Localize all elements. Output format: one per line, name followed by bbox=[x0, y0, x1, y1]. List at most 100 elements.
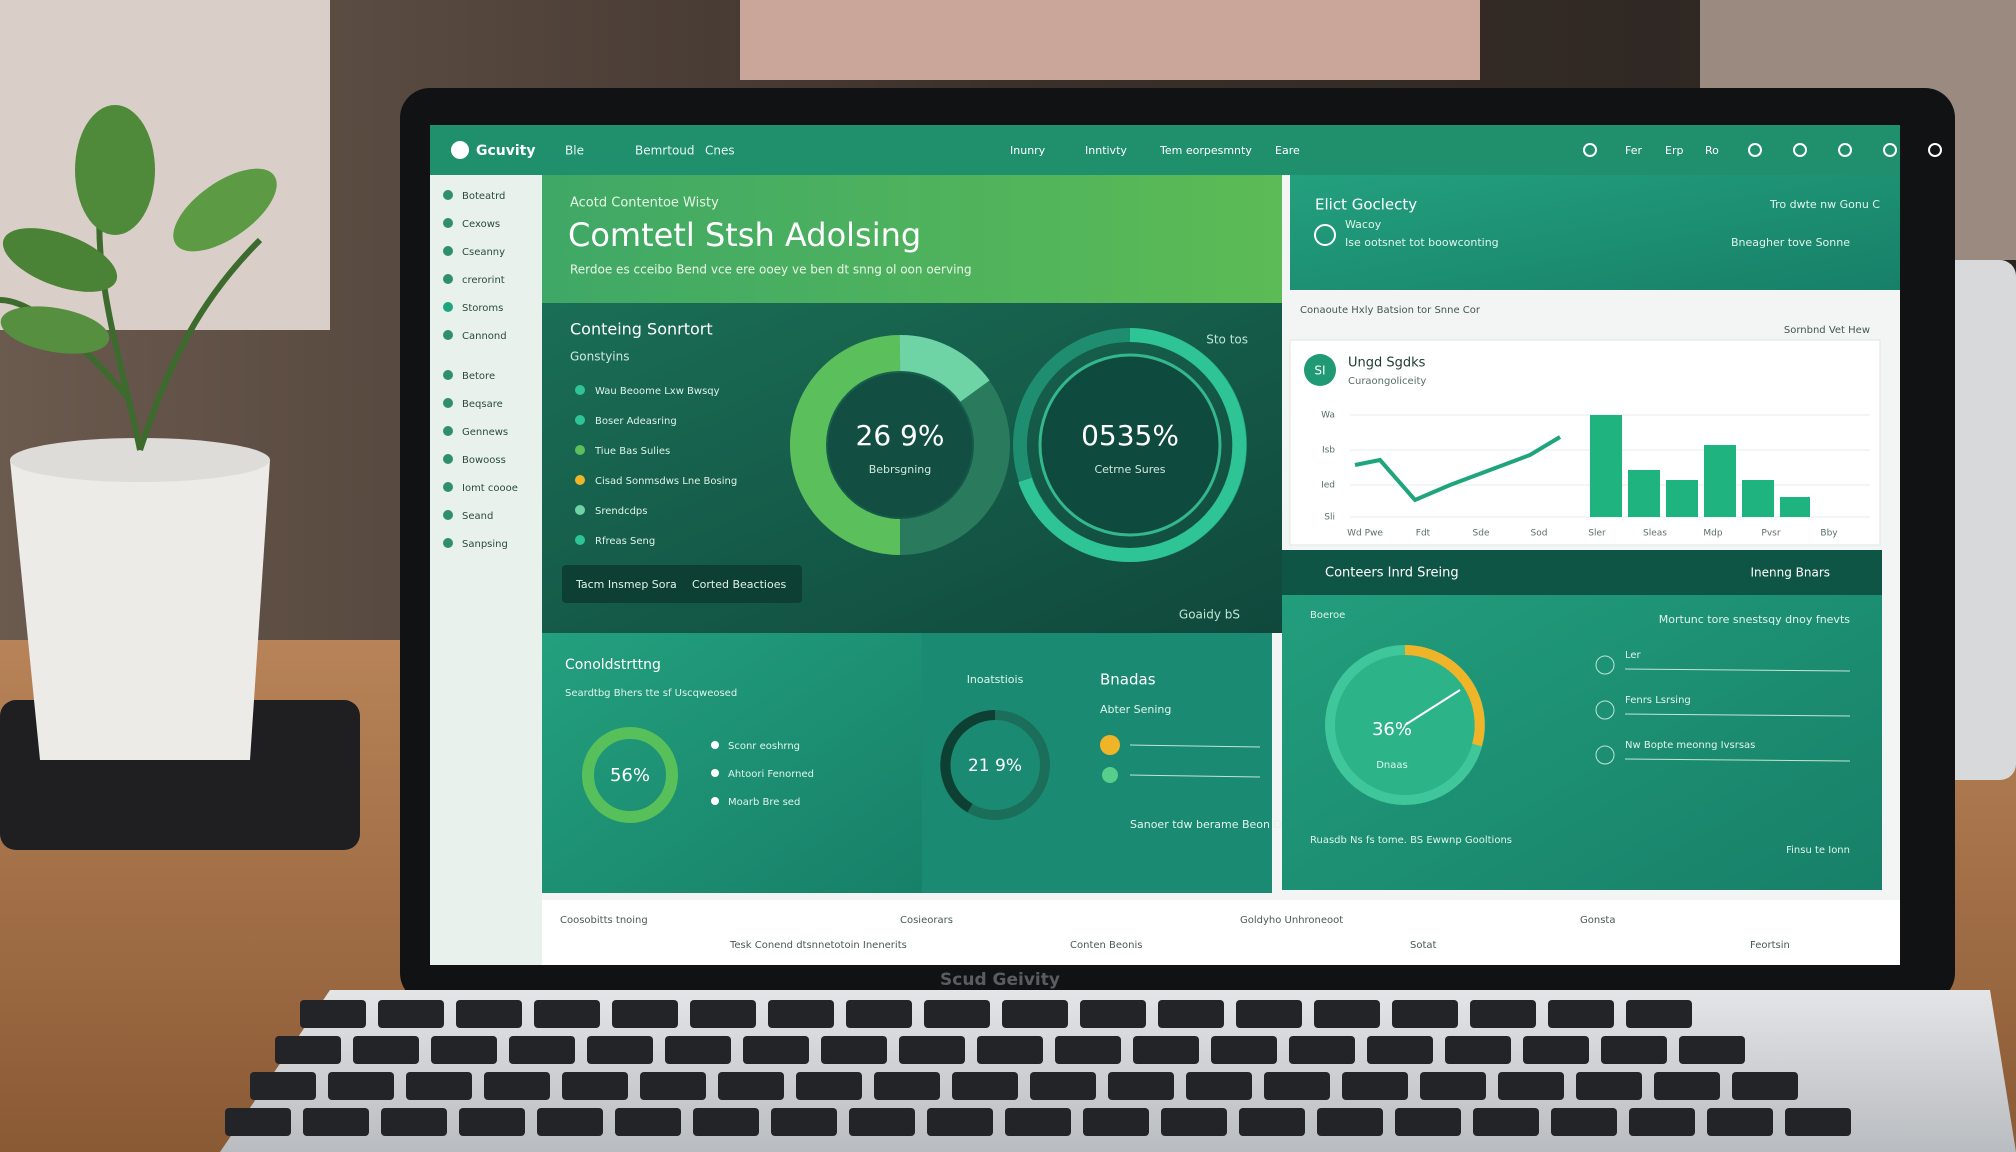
panel-d-action[interactable]: Inenng Bnars bbox=[1750, 566, 1830, 580]
footer-item[interactable]: Goldyho Unhroneoot bbox=[1240, 915, 1343, 926]
key bbox=[562, 1072, 628, 1100]
nav-item[interactable]: Cnes bbox=[705, 144, 735, 158]
sidebar-item[interactable]: Cexows bbox=[462, 219, 500, 230]
row-label: Ler bbox=[1625, 650, 1642, 661]
key bbox=[1005, 1108, 1071, 1136]
panel-a-title: Conoldstrttng bbox=[565, 657, 661, 673]
header-icon-label[interactable]: Erp bbox=[1665, 144, 1683, 157]
panel-c-subtitle: Abter Sening bbox=[1100, 703, 1171, 716]
sidebar-item[interactable]: Betore bbox=[462, 371, 495, 382]
panel-b-label: 21 9% bbox=[968, 756, 1022, 776]
sidebar-item[interactable]: Gennews bbox=[462, 427, 508, 438]
footer-item[interactable]: Gonsta bbox=[1580, 915, 1615, 926]
header-icon-label[interactable]: Fer bbox=[1625, 144, 1642, 157]
panel-d-right-title: Mortunc tore snestsqy dnoy fnevts bbox=[1659, 613, 1850, 626]
filter[interactable]: Tacm Insmep Sora bbox=[575, 578, 677, 591]
sidebar-item[interactable]: Sanpsing bbox=[462, 539, 508, 550]
header-icon[interactable] bbox=[1583, 143, 1597, 157]
header-icon-label[interactable]: Ro bbox=[1705, 144, 1719, 157]
key bbox=[1080, 1000, 1146, 1028]
nav-item[interactable]: Bemrtoud bbox=[635, 144, 695, 158]
panel-b-title: Inoatstiois bbox=[967, 673, 1024, 686]
row-icon bbox=[1595, 700, 1615, 720]
panel-d-footer: Ruasdb Ns fs tome. BS Ewwnp Gooltions bbox=[1310, 835, 1512, 846]
key bbox=[459, 1108, 525, 1136]
x-label: Mdp bbox=[1703, 529, 1722, 539]
key bbox=[1420, 1072, 1486, 1100]
nav-item[interactable]: Ble bbox=[565, 144, 584, 158]
legend-dot bbox=[711, 741, 719, 749]
sidebar-item[interactable]: crerorint bbox=[462, 275, 505, 286]
laptop-brand: Scud Geivity bbox=[940, 970, 1060, 990]
sidebar-item[interactable]: Storoms bbox=[462, 303, 503, 314]
sidebar-item[interactable]: Bowooss bbox=[462, 455, 506, 466]
sidebar-icon bbox=[443, 218, 453, 228]
footer-item[interactable]: Sotat bbox=[1410, 940, 1437, 951]
key bbox=[693, 1108, 759, 1136]
ring-label: 0535% bbox=[1081, 419, 1179, 452]
panel-c-line bbox=[1129, 744, 1261, 748]
key bbox=[1470, 1000, 1536, 1028]
header-icon[interactable] bbox=[1883, 143, 1897, 157]
hero-kicker: Acotd Contentoe Wisty bbox=[570, 196, 719, 211]
sidebar-icon bbox=[443, 274, 453, 284]
sidebar-item[interactable]: Beqsare bbox=[462, 399, 503, 410]
key bbox=[1629, 1108, 1695, 1136]
trend-subtitle: Curaongoliceity bbox=[1348, 376, 1426, 387]
key bbox=[1367, 1036, 1433, 1064]
footer-item[interactable]: Cosieorars bbox=[900, 915, 953, 926]
gauge-label: 36% bbox=[1372, 719, 1412, 740]
footer-item[interactable]: Feortsin bbox=[1750, 940, 1790, 951]
key bbox=[768, 1000, 834, 1028]
key bbox=[1498, 1072, 1564, 1100]
leaf bbox=[0, 306, 110, 354]
nav-item[interactable]: Inunry bbox=[1010, 144, 1046, 157]
header-icon[interactable] bbox=[1748, 143, 1762, 157]
legend-label: Ahtoori Fenorned bbox=[728, 769, 814, 780]
sidebar-icon bbox=[443, 398, 453, 408]
plant-pot bbox=[10, 460, 270, 760]
nav-item[interactable]: Eare bbox=[1275, 144, 1300, 157]
sidebar-item[interactable]: Seand bbox=[462, 511, 493, 522]
key bbox=[1626, 1000, 1692, 1028]
key bbox=[771, 1108, 837, 1136]
legend-dot bbox=[711, 797, 719, 805]
key bbox=[1317, 1108, 1383, 1136]
footer-item[interactable]: Coosobitts tnoing bbox=[560, 915, 648, 926]
row-label: Fenrs Lsrsing bbox=[1625, 695, 1691, 706]
header-icon[interactable] bbox=[1928, 143, 1942, 157]
overview-subtitle: Gonstyins bbox=[570, 350, 630, 364]
nav-item[interactable]: Tem eorpesmnty bbox=[1159, 144, 1252, 157]
legend-dot bbox=[575, 385, 585, 395]
donut-arc bbox=[790, 335, 901, 555]
sidebar-item[interactable]: Cseanny bbox=[462, 247, 505, 258]
key bbox=[1158, 1000, 1224, 1028]
header-icon[interactable] bbox=[1793, 143, 1807, 157]
sidebar-item[interactable]: Cannond bbox=[462, 331, 507, 342]
sidebar-item[interactable]: Boteatrd bbox=[462, 191, 505, 202]
sidebar-item[interactable]: Iomt coooe bbox=[462, 483, 518, 494]
nav-item[interactable]: Inntivty bbox=[1085, 144, 1127, 157]
sidebar-icon bbox=[443, 190, 453, 200]
key bbox=[1395, 1108, 1461, 1136]
legend-dot bbox=[575, 475, 585, 485]
brand-logo bbox=[451, 141, 469, 159]
key bbox=[743, 1036, 809, 1064]
x-label: Bby bbox=[1820, 529, 1838, 539]
key bbox=[1161, 1108, 1227, 1136]
panel-c-line bbox=[1129, 774, 1261, 778]
header-icon[interactable] bbox=[1838, 143, 1852, 157]
header-bar bbox=[430, 125, 1900, 175]
gauge-caption: Dnaas bbox=[1376, 760, 1408, 771]
key bbox=[1133, 1036, 1199, 1064]
footer-item[interactable]: Tesk Conend dtsnnetotoin Inenerits bbox=[729, 940, 907, 951]
ring-arc bbox=[1018, 328, 1247, 562]
brand[interactable]: Gcuvity bbox=[476, 143, 536, 159]
insight-link[interactable]: Bneagher tove Sonne bbox=[1731, 236, 1850, 249]
key bbox=[484, 1072, 550, 1100]
filter[interactable]: Corted Beactioes bbox=[692, 578, 786, 591]
key bbox=[1055, 1036, 1121, 1064]
gauge-arc bbox=[1404, 645, 1485, 747]
key bbox=[300, 1000, 366, 1028]
footer-item[interactable]: Conten Beonis bbox=[1070, 940, 1143, 951]
